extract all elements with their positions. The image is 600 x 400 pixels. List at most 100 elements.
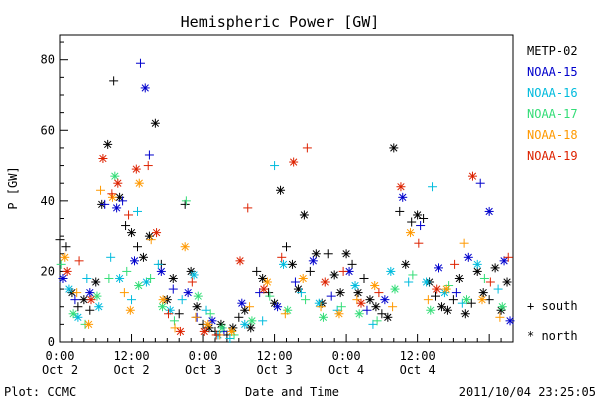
north-point: [125, 305, 135, 315]
south-point: [132, 242, 142, 252]
south-point: [282, 242, 291, 252]
south-point: [144, 150, 154, 160]
north-point: [370, 281, 380, 291]
north-point: [130, 256, 140, 266]
south-point: [359, 273, 369, 283]
north-point: [247, 316, 257, 326]
south-point: [146, 235, 156, 245]
north-point: [371, 302, 381, 312]
legend-entry: NOAA-15: [527, 65, 578, 79]
south-point: [56, 259, 66, 269]
south-point: [444, 281, 454, 291]
legend-entry: NOAA-18: [527, 128, 578, 142]
south-point: [122, 266, 132, 276]
north-point: [84, 319, 94, 329]
north-point: [107, 192, 117, 202]
north-point: [203, 319, 213, 329]
north-point: [502, 277, 512, 287]
south-point: [205, 309, 215, 319]
legend-entry: METP-02: [527, 44, 578, 58]
south-point: [121, 221, 131, 231]
x-tick-label-time: 12:00: [400, 349, 436, 363]
south-point: [55, 235, 65, 245]
x-axis-label: Date and Time: [245, 385, 339, 399]
south-point: [107, 189, 117, 199]
north-point: [353, 288, 363, 298]
north-point: [462, 295, 472, 305]
north-point: [472, 259, 482, 269]
south-point: [225, 333, 235, 343]
north-point: [329, 270, 339, 280]
north-point: [396, 182, 406, 192]
north-point: [138, 252, 148, 262]
north-point: [98, 154, 108, 164]
footer-timestamp: 2011/10/04 23:25:05: [459, 385, 596, 399]
north-point: [127, 228, 137, 238]
south-point: [302, 143, 312, 153]
north-point: [320, 277, 330, 287]
marker-legend-north: * north: [527, 329, 578, 343]
north-point: [199, 326, 209, 336]
north-point: [463, 252, 473, 262]
north-point: [134, 281, 144, 291]
north-point: [350, 281, 360, 291]
south-point: [485, 277, 495, 287]
south-point: [146, 273, 156, 283]
north-point: [62, 266, 72, 276]
north-point: [113, 178, 123, 188]
north-point: [467, 171, 477, 181]
south-point: [258, 316, 268, 326]
north-point: [193, 291, 203, 301]
south-point: [408, 270, 418, 280]
north-point: [335, 288, 345, 298]
north-point: [426, 305, 436, 315]
north-point: [192, 302, 202, 312]
y-axis-label: P [GW]: [6, 166, 20, 209]
north-point: [356, 298, 366, 308]
south-point: [316, 302, 326, 312]
x-tick-label-time: 0:00: [332, 349, 361, 363]
north-point: [497, 302, 507, 312]
x-tick-label-time: 12:00: [257, 349, 293, 363]
marker-legend: + south * north: [527, 299, 578, 343]
south-point: [493, 284, 503, 294]
x-tick-label-date: Oct 4: [400, 363, 436, 377]
north-point: [289, 157, 299, 167]
north-point: [64, 284, 74, 294]
y-tick-label: 0: [48, 335, 55, 349]
north-point: [413, 210, 423, 220]
x-tick-label-time: 12:00: [113, 349, 149, 363]
north-point: [180, 242, 190, 252]
south-point: [305, 266, 315, 276]
south-point: [153, 259, 163, 269]
legend-entry: NOAA-17: [527, 107, 578, 121]
north-point: [189, 270, 199, 280]
south-point: [72, 288, 82, 298]
south-point: [336, 302, 346, 312]
north-point: [140, 83, 150, 93]
south-point: [495, 312, 505, 322]
north-point: [60, 252, 70, 262]
north-point: [433, 263, 443, 273]
legend: METP-02 NOAA-15 NOAA-16 NOAA-17 NOAA-18 NOAA-…: [527, 44, 578, 163]
south-point: [404, 277, 414, 287]
north-point: [103, 139, 113, 149]
north-point: [405, 228, 415, 238]
north-point: [390, 284, 400, 294]
north-point: [442, 305, 452, 315]
south-point: [407, 217, 417, 227]
south-point: [374, 288, 384, 298]
north-point: [287, 259, 297, 269]
north-point: [383, 312, 393, 322]
south-point: [503, 252, 513, 262]
north-point: [279, 259, 289, 269]
south-point: [243, 203, 253, 213]
north-point: [237, 298, 247, 308]
south-point: [265, 291, 275, 301]
south-point: [70, 295, 80, 305]
south-point: [395, 206, 405, 216]
south-point: [414, 238, 424, 248]
x-tick-label-date: Oct 3: [257, 363, 293, 377]
north-point: [131, 164, 141, 174]
